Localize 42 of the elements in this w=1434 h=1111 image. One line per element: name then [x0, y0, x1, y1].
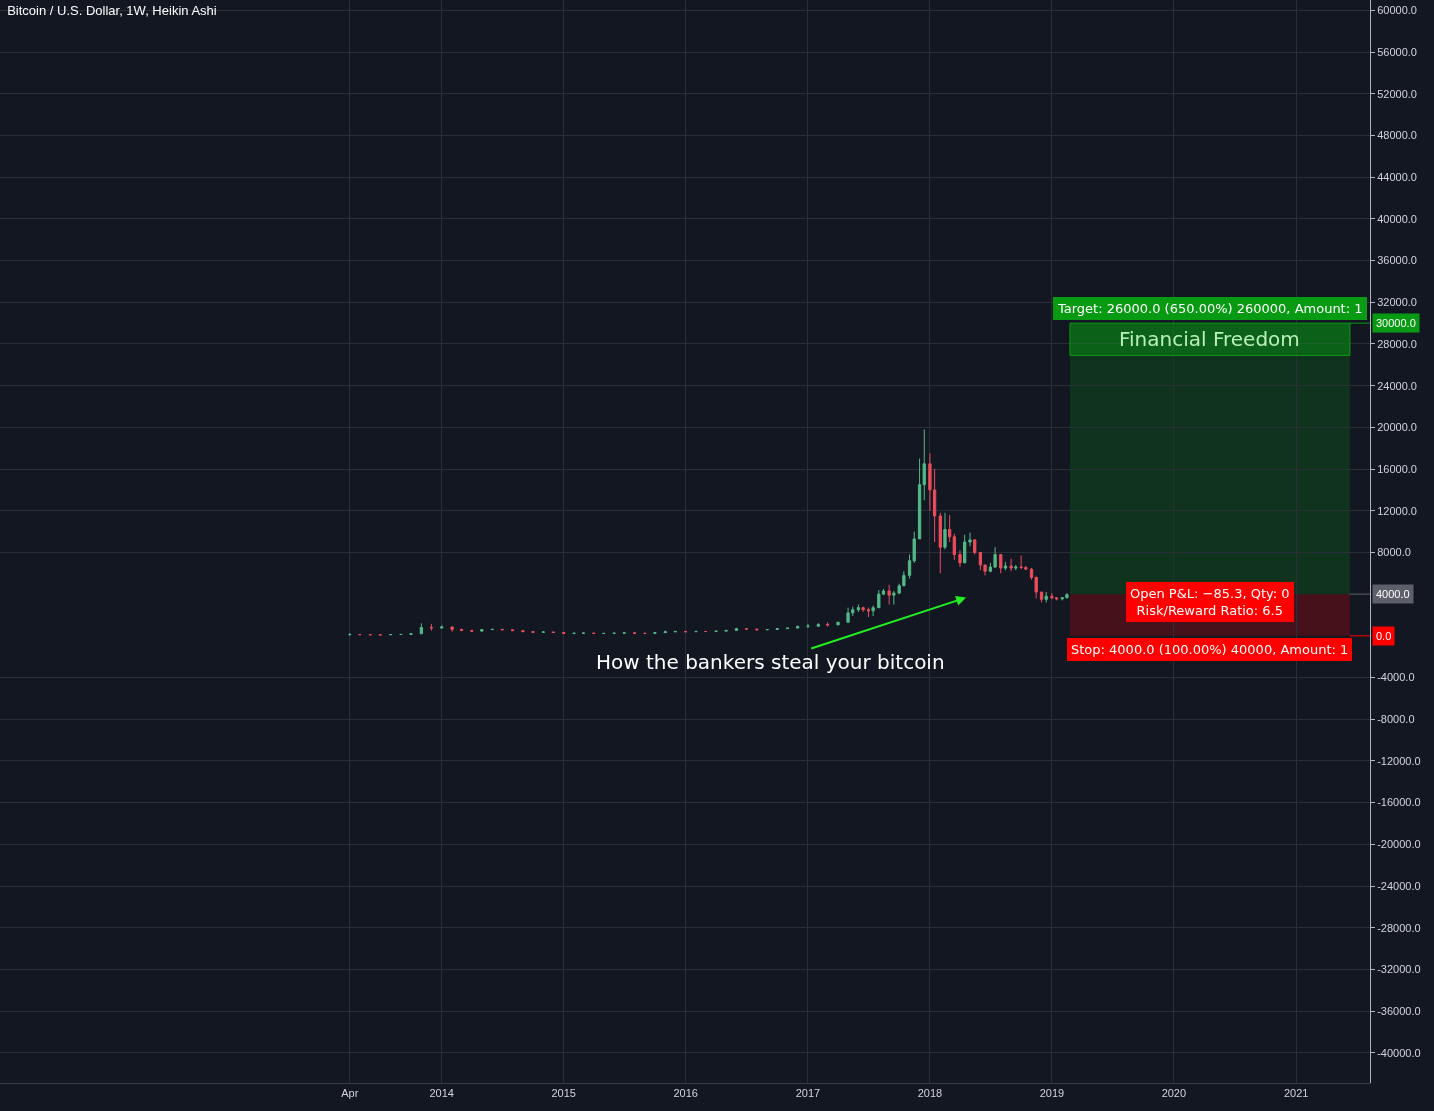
y-tick-label: 36000.0 — [1377, 254, 1417, 267]
y-tick-label: -4000.0 — [1377, 671, 1415, 684]
annotation: Stop: 4000.0 (100.00%) 40000, Amount: 1 — [1071, 642, 1349, 657]
y-tick-label: 40000.0 — [1377, 212, 1417, 225]
y-tick-label: 56000.0 — [1377, 45, 1417, 58]
annotation: Target: 26000.0 (650.00%) 260000, Amount: 1 — [1057, 301, 1363, 316]
y-tick-label: 44000.0 — [1377, 171, 1417, 184]
annotation: How the bankers steal your bitcoin — [596, 650, 945, 674]
y-tick-label: 28000.0 — [1377, 337, 1417, 350]
y-tick-label: -32000.0 — [1377, 963, 1421, 976]
x-tick-label: 2019 — [1039, 1087, 1065, 1100]
y-tick-label: 20000.0 — [1377, 421, 1417, 434]
y-tick-label: -20000.0 — [1377, 838, 1421, 851]
y-tick-label: -28000.0 — [1377, 921, 1421, 934]
y-tick-label: 48000.0 — [1377, 129, 1417, 142]
x-tick-label: 2017 — [795, 1087, 821, 1100]
x-tick-label: 2016 — [673, 1087, 698, 1100]
x-tick-label: 2014 — [429, 1087, 454, 1100]
y-tick-label: -36000.0 — [1377, 1004, 1421, 1017]
x-tick-label: 2018 — [917, 1087, 943, 1100]
x-tick-label: 2021 — [1283, 1087, 1309, 1100]
ref-line-label: 30000.0 — [1376, 317, 1416, 329]
y-tick-label: 12000.0 — [1377, 504, 1417, 517]
y-tick-label: 60000.0 — [1377, 4, 1417, 17]
y-tick-label: 32000.0 — [1377, 296, 1417, 309]
ref-line-label: 0.0 — [1376, 630, 1392, 642]
y-tick-label: -8000.0 — [1377, 713, 1415, 726]
ref-line-label: 4000.0 — [1376, 588, 1410, 600]
x-tick-label: 2015 — [551, 1087, 576, 1100]
y-tick-label: -16000.0 — [1377, 796, 1421, 809]
y-tick-label: -24000.0 — [1377, 879, 1421, 892]
y-tick-label: -40000.0 — [1377, 1046, 1421, 1059]
y-tick-label: 52000.0 — [1377, 87, 1417, 100]
y-tick-label: 24000.0 — [1377, 379, 1417, 392]
chart-title: Bitcoin / U.S. Dollar, 1W, Heikin Ashi — [7, 2, 217, 18]
x-tick-label: 2020 — [1161, 1087, 1187, 1100]
y-tick-label: 16000.0 — [1377, 462, 1417, 475]
y-tick-label: 8000.0 — [1377, 546, 1411, 559]
x-tick-label: Apr — [341, 1087, 359, 1100]
band-label: Financial Freedom — [1119, 327, 1300, 351]
annotation: Open P&L: −85.3, Qty: 0 Risk/Reward Ratio: 6.5 — [1130, 586, 1290, 618]
y-tick-label: -12000.0 — [1377, 754, 1421, 767]
